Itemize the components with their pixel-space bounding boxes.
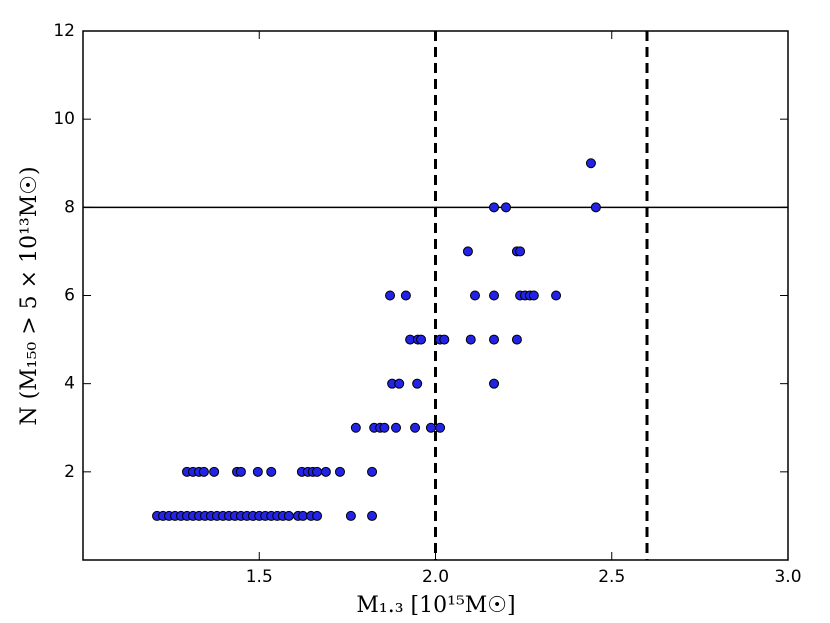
point	[379, 422, 390, 433]
point	[235, 466, 246, 477]
point	[439, 334, 450, 345]
point	[410, 422, 421, 433]
point	[385, 290, 396, 301]
plot-frame	[82, 30, 789, 561]
point	[198, 466, 209, 477]
point	[400, 290, 411, 301]
x-tick-label: 2.0	[422, 567, 449, 587]
point	[312, 466, 323, 477]
point	[394, 378, 405, 389]
point	[350, 422, 361, 433]
point	[367, 466, 378, 477]
x-axis-label: M₁.₃ [10¹⁵M☉]	[356, 593, 515, 618]
x-tick-label: 2.5	[598, 567, 625, 587]
point	[528, 290, 539, 301]
point	[469, 290, 480, 301]
y-tick-label: 4	[64, 374, 75, 394]
point	[416, 334, 427, 345]
point	[412, 378, 423, 389]
x-tick-label: 1.5	[246, 567, 273, 587]
y-tick-label: 6	[64, 286, 75, 306]
point	[462, 246, 473, 257]
point	[489, 378, 500, 389]
point	[511, 334, 522, 345]
point	[489, 334, 500, 345]
point	[391, 422, 402, 433]
point	[585, 158, 596, 169]
x-tick-label: 3.0	[774, 567, 801, 587]
point	[312, 510, 323, 521]
point	[334, 466, 345, 477]
point	[266, 466, 277, 477]
y-axis-label: N (M₁₅₀ > 5 × 10¹³M☉)	[17, 166, 42, 425]
point	[425, 422, 436, 433]
y-tick-label: 12	[53, 21, 75, 41]
y-tick-label: 10	[53, 109, 75, 129]
point	[283, 510, 294, 521]
point	[252, 466, 263, 477]
point	[209, 466, 220, 477]
point	[489, 202, 500, 213]
point	[435, 422, 446, 433]
point	[515, 246, 526, 257]
point	[551, 290, 562, 301]
point	[465, 334, 476, 345]
y-tick-label: 2	[64, 462, 75, 482]
point	[345, 510, 356, 521]
point	[367, 510, 378, 521]
point	[590, 202, 601, 213]
point	[320, 466, 331, 477]
point	[501, 202, 511, 213]
point	[489, 290, 500, 301]
y-tick-label: 8	[64, 197, 75, 217]
